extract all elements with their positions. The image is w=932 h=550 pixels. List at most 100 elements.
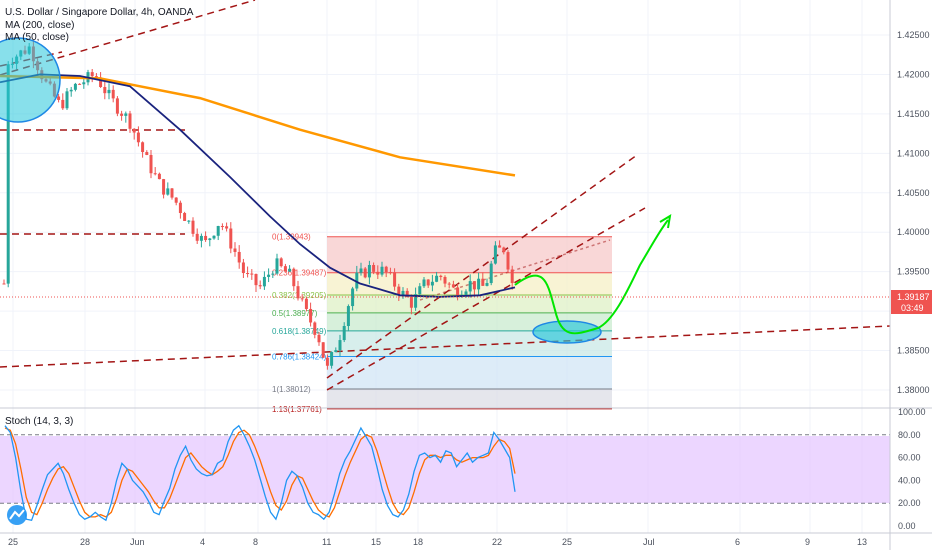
candle-body: [258, 285, 262, 287]
tradingview-logo: [7, 505, 27, 525]
candle-body: [414, 294, 418, 308]
candle-body: [401, 290, 405, 296]
time-tick-label: 13: [857, 537, 867, 547]
candle-body: [506, 252, 510, 270]
candle-body: [107, 89, 111, 94]
candle-body: [254, 274, 258, 286]
candle-body: [292, 268, 296, 287]
candle-body: [472, 281, 476, 290]
candle-body: [174, 197, 178, 203]
candle-body: [216, 226, 220, 236]
stoch-tick-label: 0.00: [898, 521, 916, 531]
candle-body: [283, 266, 287, 272]
price-tick-label: 1.38500: [897, 346, 930, 356]
candle-body: [388, 272, 392, 274]
time-tick-label: 11: [322, 537, 331, 547]
candle-body: [313, 322, 317, 335]
candle-body: [300, 298, 304, 300]
stoch-tick-label: 20.00: [898, 498, 921, 508]
candle-body: [464, 291, 468, 295]
candle-body: [199, 235, 203, 241]
candle-body: [237, 251, 241, 263]
candle-body: [233, 248, 237, 252]
candle-body: [141, 142, 145, 153]
legend-ma200: MA (200, close): [5, 20, 74, 31]
fib-level-label: 0.618(1.38749): [272, 327, 327, 336]
candle-body: [124, 113, 128, 116]
candle-body: [405, 290, 409, 297]
current-price-label: 1.39187: [897, 292, 930, 302]
candle-body: [94, 76, 98, 78]
candle-body: [170, 188, 174, 198]
highlight-circle: [0, 37, 61, 123]
candle-body: [376, 271, 380, 275]
candle-body: [351, 288, 355, 307]
candle-body: [6, 64, 10, 284]
candle-body: [183, 213, 187, 221]
trendlines: [0, 0, 891, 391]
countdown-label: 03:49: [901, 303, 924, 313]
candle-body: [153, 173, 157, 175]
candle-body: [372, 265, 376, 272]
candle-body: [78, 83, 82, 85]
candle-body: [73, 83, 77, 90]
time-tick-label: 8: [253, 537, 258, 547]
candle-body: [57, 96, 61, 100]
candle-body: [275, 258, 279, 274]
candle-body: [99, 77, 103, 88]
candle-body: [225, 226, 229, 229]
stoch-band: [0, 436, 890, 503]
candle-body: [2, 283, 6, 285]
stoch-tick-label: 60.00: [898, 453, 921, 463]
stoch-tick-label: 40.00: [898, 475, 921, 485]
candle-body: [304, 298, 308, 309]
legend-ma50: MA (50, close): [5, 32, 69, 43]
candle-body: [191, 220, 195, 234]
candle-body: [342, 326, 346, 341]
time-tick-label: 22: [492, 537, 502, 547]
candle-body: [267, 274, 271, 277]
candle-body: [178, 202, 182, 214]
candle-body: [90, 72, 94, 77]
axes: 1.42500 1.42000 1.41500 1.41000 1.40500 1.400…: [8, 30, 930, 547]
candle-body: [271, 273, 275, 275]
candle-body: [288, 268, 292, 272]
stoch-tick-label: 80.00: [898, 430, 921, 440]
candle-body: [103, 87, 107, 94]
price-tick-label: 1.39500: [897, 267, 930, 277]
candle-body: [145, 152, 149, 155]
candle-body: [317, 334, 321, 343]
candle-body: [418, 286, 422, 295]
candle-body: [166, 188, 170, 195]
candle-body: [502, 247, 506, 253]
time-tick-label: 15: [371, 537, 381, 547]
candle-body: [279, 258, 283, 267]
candle-body: [485, 283, 489, 286]
price-tick-label: 1.41500: [897, 109, 930, 119]
candle-body: [477, 278, 481, 290]
candle-body: [439, 275, 443, 277]
price-tick-label: 1.38000: [897, 385, 930, 395]
fib-level-label: 0.5(1.38977): [272, 309, 318, 318]
candle-body: [120, 113, 124, 116]
fib-band: [327, 294, 612, 313]
price-tick-label: 1.40500: [897, 188, 930, 198]
candle-body: [195, 233, 199, 241]
candle-body: [246, 273, 250, 275]
trendline: [326, 207, 646, 391]
candle-body: [132, 128, 136, 133]
candle-body: [149, 154, 153, 174]
chart-title: U.S. Dollar / Singapore Dollar, 4h, OAND…: [5, 7, 194, 18]
candle-body: [359, 268, 363, 273]
candle-body: [422, 279, 426, 287]
projection-path: [514, 219, 669, 335]
candle-body: [451, 284, 455, 288]
candle-body: [204, 235, 208, 241]
candle-body: [363, 268, 367, 278]
trendline: [0, 325, 891, 368]
fib-band: [327, 389, 612, 409]
candle-body: [426, 279, 430, 286]
candle-body: [510, 269, 514, 284]
candle-body: [338, 340, 342, 351]
